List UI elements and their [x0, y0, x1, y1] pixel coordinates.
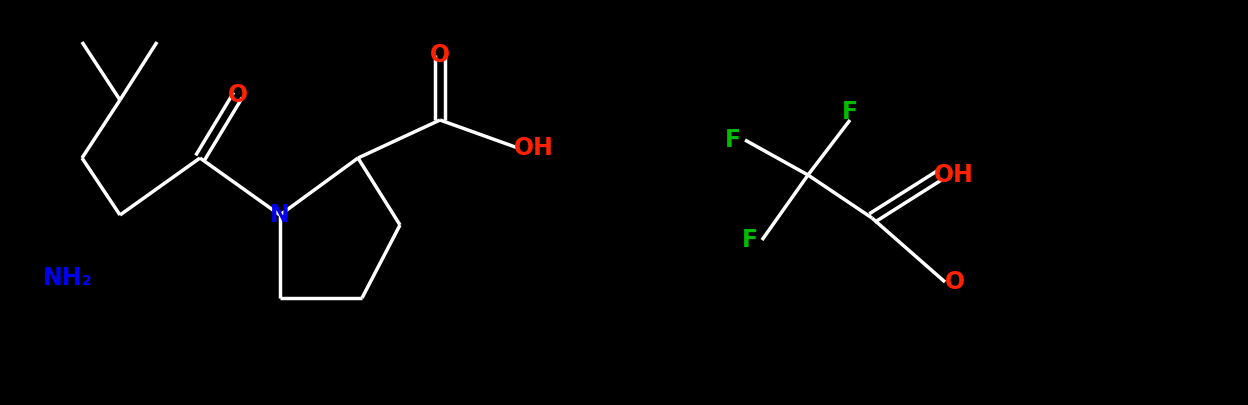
- Text: F: F: [725, 128, 741, 152]
- Text: OH: OH: [514, 136, 554, 160]
- Text: OH: OH: [934, 163, 973, 187]
- Text: NH₂: NH₂: [44, 266, 92, 290]
- Text: F: F: [842, 100, 859, 124]
- Text: N: N: [270, 203, 290, 227]
- Text: O: O: [945, 270, 965, 294]
- Text: F: F: [743, 228, 758, 252]
- Text: O: O: [431, 43, 451, 67]
- Text: O: O: [228, 83, 248, 107]
